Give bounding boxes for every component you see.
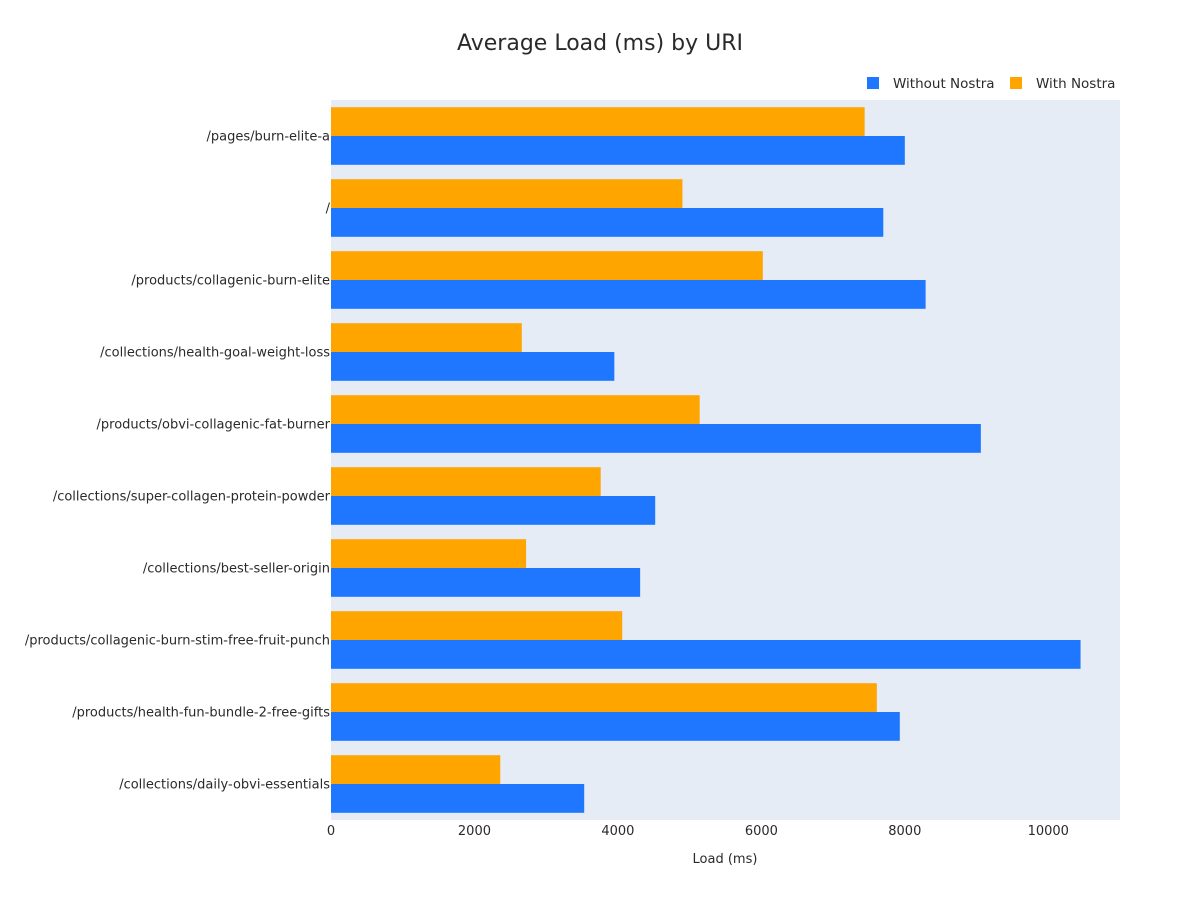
x-tick-label: 6000 (745, 824, 778, 839)
bar-without-nostra[interactable] (331, 136, 905, 165)
y-tick-label: / (326, 202, 331, 217)
x-tick-label: 4000 (601, 824, 634, 839)
y-tick-label: /products/collagenic-burn-elite (131, 274, 330, 289)
y-tick-label: /collections/best-seller-origin (143, 562, 330, 577)
x-axis-title: Load (ms) (693, 852, 758, 867)
bar-without-nostra[interactable] (331, 568, 641, 597)
chart-title: Average Load (ms) by URI (457, 31, 743, 56)
bar-with-nostra[interactable] (331, 683, 877, 712)
bar-with-nostra[interactable] (331, 323, 522, 352)
bar-with-nostra[interactable] (331, 611, 623, 640)
bar-without-nostra[interactable] (331, 784, 585, 813)
bar-with-nostra[interactable] (331, 395, 700, 424)
y-tick-label: /collections/daily-obvi-essentials (119, 778, 330, 793)
bar-without-nostra[interactable] (331, 352, 615, 381)
bar-without-nostra[interactable] (331, 208, 884, 237)
x-axis-ticks: 0 2000 4000 6000 8000 10000 (327, 824, 1069, 839)
y-tick-label: /collections/health-goal-weight-loss (100, 346, 330, 361)
bar-without-nostra[interactable] (331, 496, 656, 525)
y-tick-label: /collections/super-collagen-protein-powd… (53, 490, 331, 505)
bar-without-nostra[interactable] (331, 280, 926, 309)
y-tick-label: /pages/burn-elite-a (206, 130, 330, 145)
legend-label[interactable]: Without Nostra (893, 76, 995, 92)
y-axis-labels: /pages/burn-elite-a / /products/collagenic… (25, 130, 331, 793)
y-tick-label: /products/obvi-collagenic-fat-burner (97, 418, 331, 433)
bars-group (331, 107, 1081, 813)
y-tick-label: /products/collagenic-burn-stim-free-frui… (25, 634, 330, 649)
x-tick-label: 0 (327, 824, 335, 839)
bar-with-nostra[interactable] (331, 251, 763, 280)
bar-with-nostra[interactable] (331, 107, 865, 136)
y-tick-label: /products/health-fun-bundle-2-free-gifts (72, 706, 330, 721)
bar-without-nostra[interactable] (331, 424, 981, 453)
legend-label[interactable]: With Nostra (1036, 76, 1115, 92)
bar-with-nostra[interactable] (331, 179, 683, 208)
x-tick-label: 2000 (458, 824, 491, 839)
bar-with-nostra[interactable] (331, 755, 501, 784)
legend-swatch (867, 77, 879, 89)
x-tick-label: 8000 (888, 824, 921, 839)
bar-without-nostra[interactable] (331, 712, 900, 741)
x-tick-label: 10000 (1028, 824, 1069, 839)
bar-with-nostra[interactable] (331, 539, 527, 568)
legend[interactable]: Without Nostra With Nostra (867, 76, 1115, 92)
bar-without-nostra[interactable] (331, 640, 1081, 669)
legend-swatch (1010, 77, 1022, 89)
bar-with-nostra[interactable] (331, 467, 601, 496)
